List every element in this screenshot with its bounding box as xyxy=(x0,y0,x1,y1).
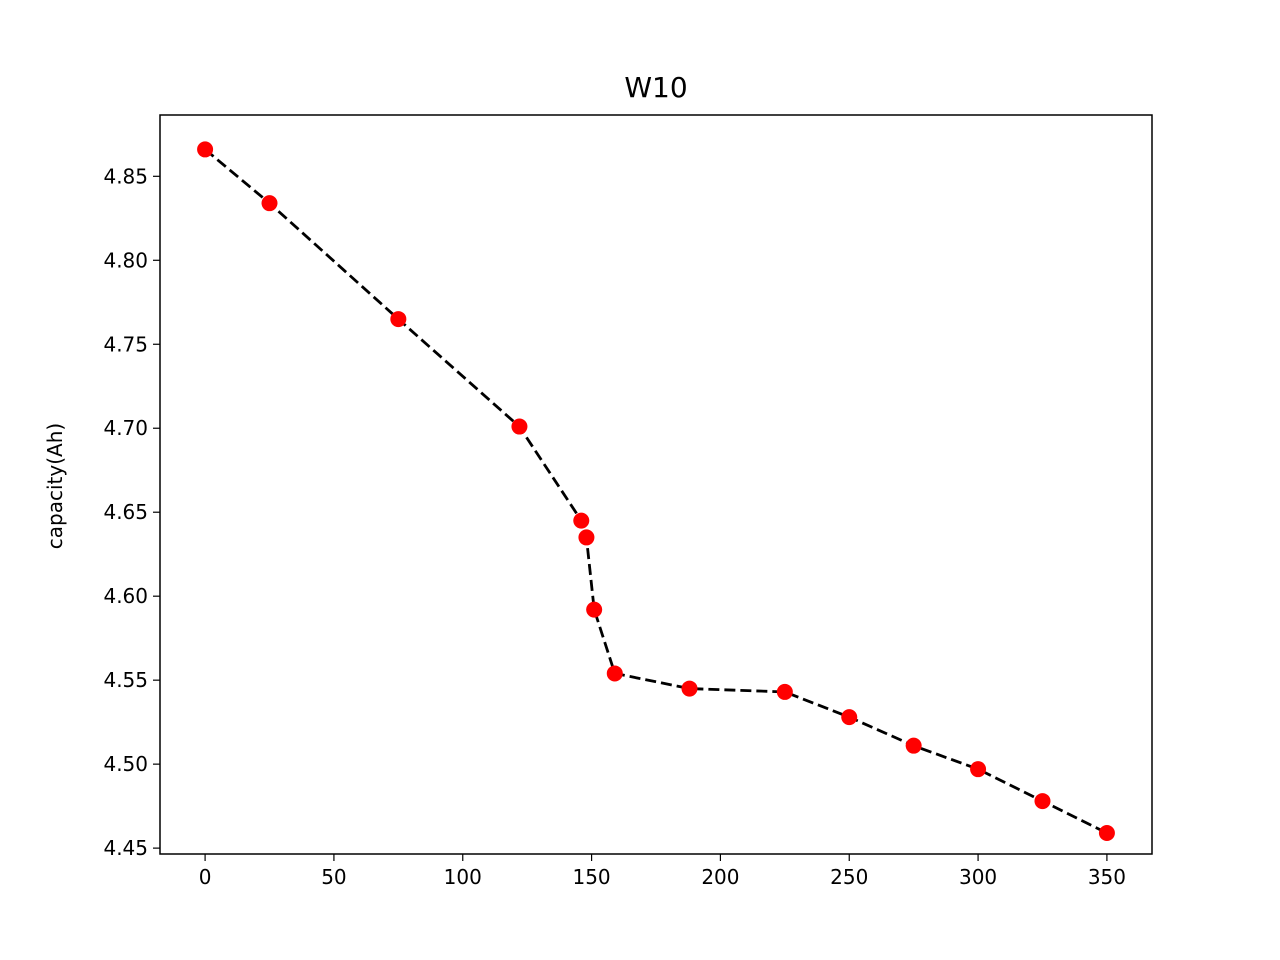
chart-title: W10 xyxy=(624,71,687,104)
data-point xyxy=(197,141,214,158)
y-tick-label: 4.75 xyxy=(103,332,148,356)
data-point xyxy=(681,680,698,697)
plot-frame xyxy=(159,114,1153,855)
y-tick-label: 4.70 xyxy=(103,416,148,440)
data-point xyxy=(578,529,595,546)
y-tick-label: 4.45 xyxy=(103,836,148,860)
data-point xyxy=(1034,793,1051,810)
y-axis-ticks: 4.45 4.50 4.55 4.60 4.65 4.70 4.75 4.80 4.85 xyxy=(103,164,160,860)
x-tick-label: 300 xyxy=(959,865,997,889)
data-point xyxy=(905,737,922,754)
y-axis-label: capacity(Ah) xyxy=(43,423,67,549)
x-tick-label: 350 xyxy=(1088,865,1126,889)
data-point xyxy=(390,311,407,328)
data-point xyxy=(1098,825,1115,842)
x-tick-label: 0 xyxy=(199,865,212,889)
x-tick-label: 150 xyxy=(572,865,610,889)
plot-series xyxy=(197,141,1115,842)
data-point xyxy=(573,512,590,529)
data-point xyxy=(606,665,623,682)
data-point xyxy=(776,683,793,700)
data-point xyxy=(511,418,528,435)
y-tick-label: 4.80 xyxy=(103,248,148,272)
y-tick-label: 4.85 xyxy=(103,164,148,188)
x-axis-ticks: 0 50 100 150 200 250 300 350 xyxy=(199,854,1126,889)
y-tick-label: 4.65 xyxy=(103,500,148,524)
y-tick-label: 4.60 xyxy=(103,584,148,608)
x-tick-label: 200 xyxy=(701,865,739,889)
y-tick-label: 4.55 xyxy=(103,668,148,692)
x-tick-label: 100 xyxy=(444,865,482,889)
data-point xyxy=(261,195,278,212)
y-tick-label: 4.50 xyxy=(103,752,148,776)
x-tick-label: 250 xyxy=(830,865,868,889)
data-point xyxy=(970,761,987,778)
data-point xyxy=(586,601,603,618)
data-point xyxy=(841,709,858,726)
x-tick-label: 50 xyxy=(321,865,346,889)
